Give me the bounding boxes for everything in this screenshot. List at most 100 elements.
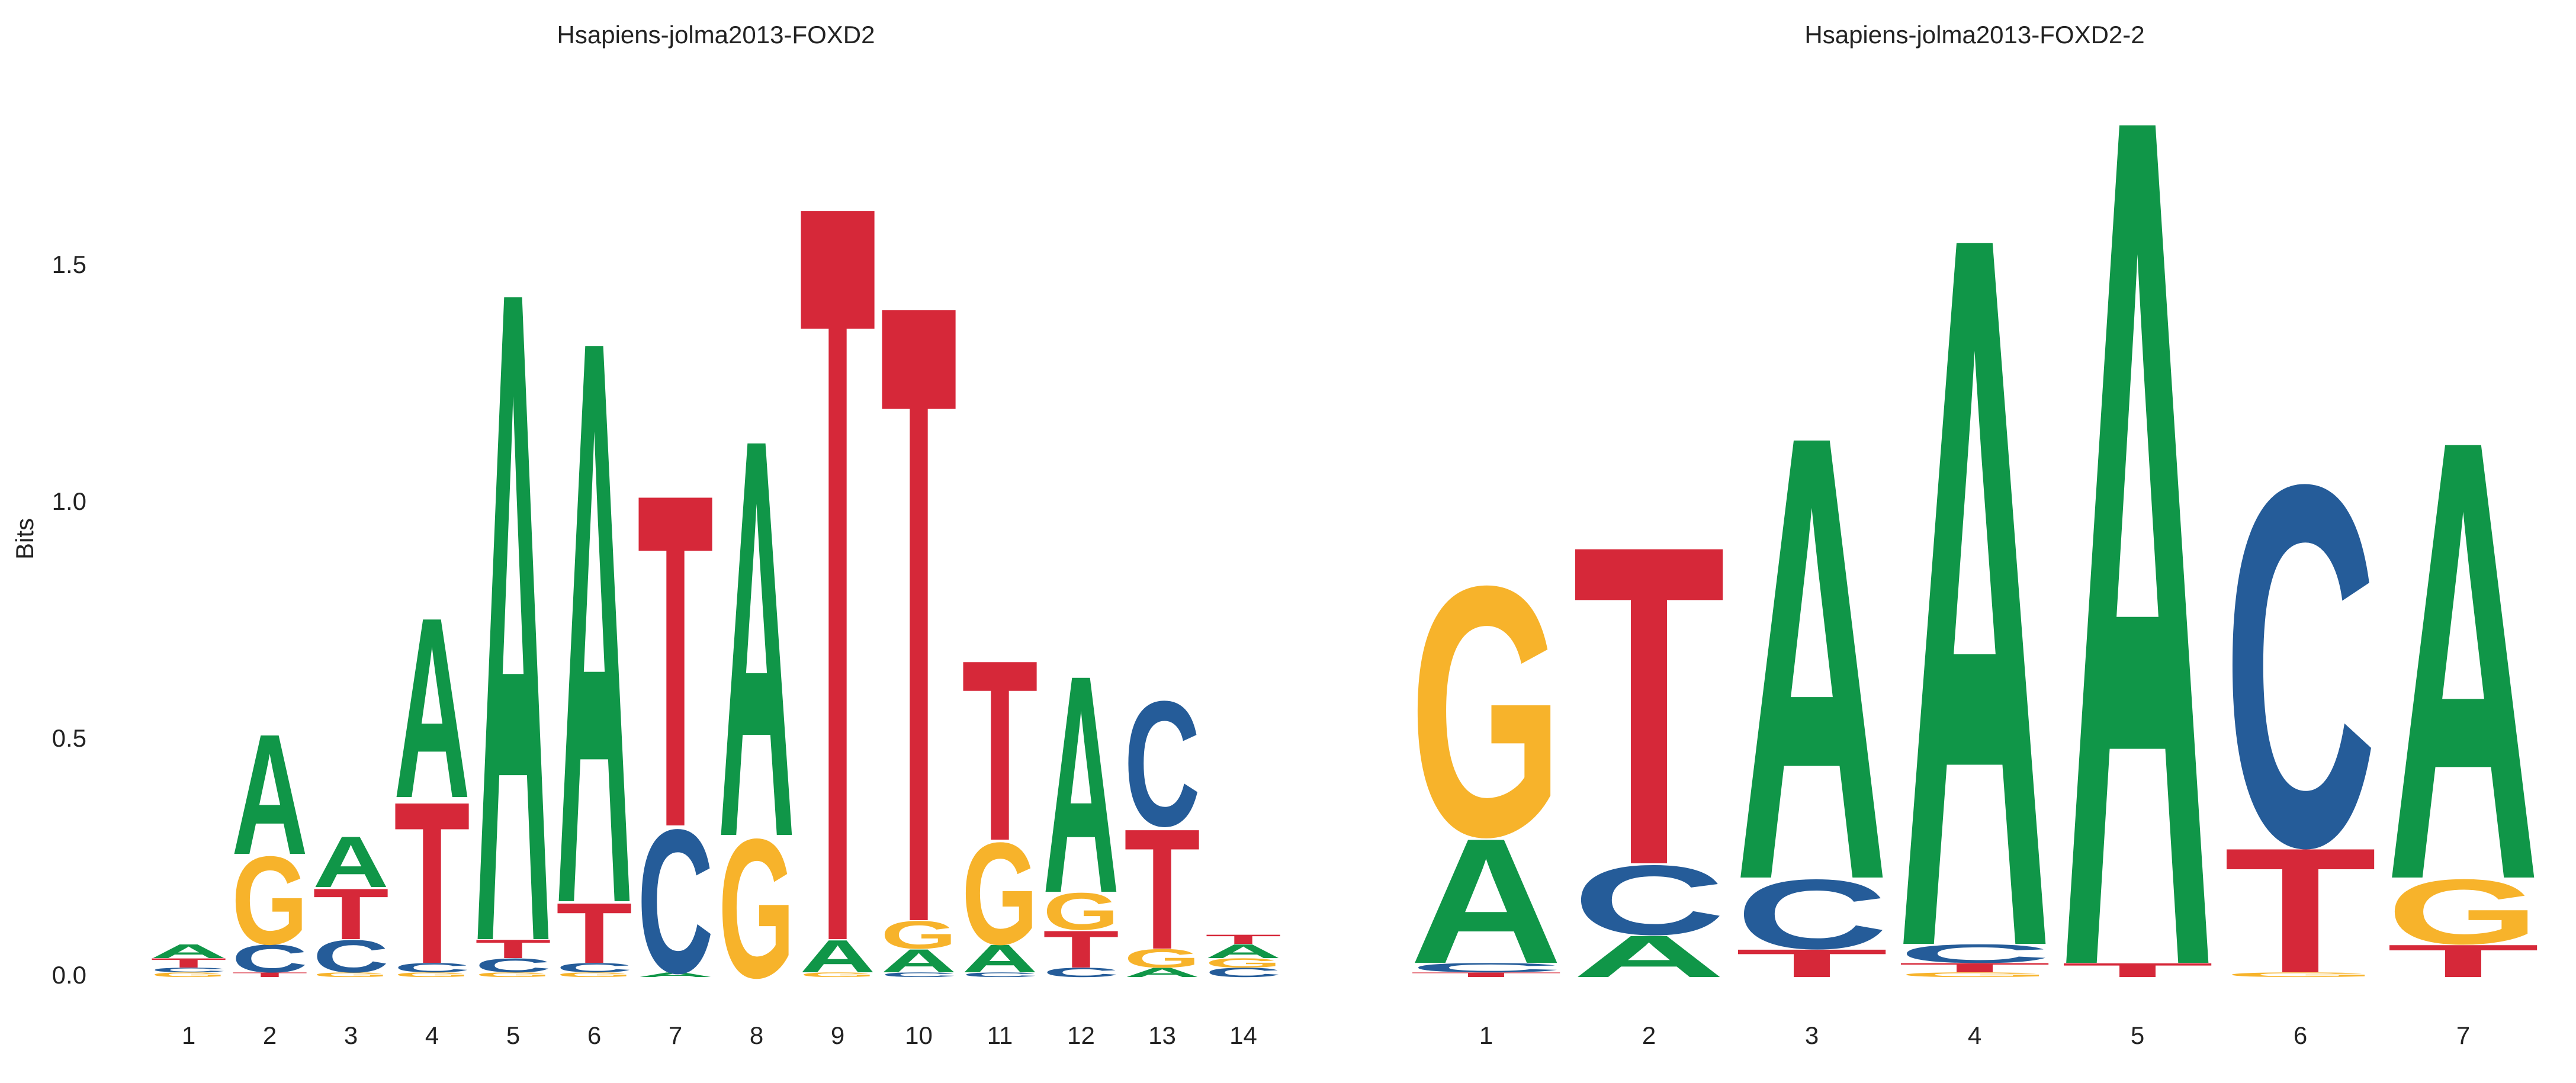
letter: C bbox=[1735, 859, 1888, 970]
letter: C bbox=[637, 787, 714, 1016]
letter: A bbox=[232, 698, 308, 891]
letter: T bbox=[2387, 935, 2540, 987]
letter: G bbox=[313, 971, 389, 979]
x-tick-label: 2 bbox=[1642, 1021, 1656, 1049]
letter: G bbox=[556, 971, 632, 979]
letter: C bbox=[232, 937, 308, 981]
x-tick-label: 10 bbox=[905, 1021, 933, 1049]
letter: G bbox=[2387, 860, 2540, 964]
x-tick-label: 3 bbox=[344, 1021, 358, 1049]
letter: A bbox=[1043, 611, 1119, 958]
letter: C bbox=[881, 971, 957, 979]
letter: G bbox=[962, 812, 1038, 975]
letter: T bbox=[556, 885, 632, 981]
letter: T bbox=[881, 118, 957, 1083]
x-tick-label: 5 bbox=[506, 1021, 520, 1049]
x-tick-label: 6 bbox=[587, 1021, 601, 1049]
letter: T bbox=[1898, 960, 2051, 975]
letter: A bbox=[881, 942, 957, 979]
letter: C bbox=[1124, 664, 1200, 863]
letter: T bbox=[799, 0, 876, 1083]
letter: G bbox=[475, 971, 551, 979]
letter: G bbox=[1124, 944, 1200, 973]
letter: T bbox=[1572, 451, 1726, 961]
x-tick-label: 6 bbox=[2294, 1021, 2307, 1049]
x-tick-label: 1 bbox=[1479, 1021, 1493, 1049]
letter: A bbox=[1409, 802, 1563, 1001]
letter: C bbox=[2224, 377, 2377, 954]
y-tick-label: 0.5 bbox=[52, 724, 86, 752]
letter: C bbox=[150, 966, 227, 974]
x-tick-label: 4 bbox=[1968, 1021, 1981, 1049]
letter: T bbox=[962, 606, 1038, 894]
letter: A bbox=[1898, 21, 2051, 1083]
letter: T bbox=[475, 934, 551, 964]
letter: T bbox=[394, 753, 470, 1013]
letter: A bbox=[1205, 940, 1281, 963]
letter: C bbox=[1409, 960, 1563, 975]
letter: C bbox=[1205, 965, 1281, 980]
x-tick-label: 2 bbox=[263, 1021, 277, 1049]
letter: C bbox=[1572, 844, 1726, 956]
letter: C bbox=[962, 971, 1038, 979]
letter: T bbox=[232, 971, 308, 979]
letter: C bbox=[475, 955, 551, 977]
letter: C bbox=[394, 960, 470, 975]
letter: A bbox=[150, 940, 227, 963]
letter: A bbox=[313, 821, 389, 902]
x-tick-label: 9 bbox=[831, 1021, 844, 1049]
letter: C bbox=[313, 930, 389, 982]
letter: A bbox=[2061, 0, 2214, 1083]
letter: C bbox=[1043, 965, 1119, 980]
letter: G bbox=[2224, 971, 2377, 978]
x-tick-label: 8 bbox=[750, 1021, 763, 1049]
x-tick-label: 7 bbox=[2456, 1021, 2470, 1049]
letter: A bbox=[2387, 310, 2540, 1011]
letter: C bbox=[1898, 939, 2051, 969]
letter: G bbox=[150, 971, 227, 979]
letter: A bbox=[1124, 965, 1200, 980]
y-tick-label: 1.0 bbox=[52, 487, 86, 515]
x-tick-label: 13 bbox=[1148, 1021, 1176, 1049]
letter: T bbox=[637, 394, 714, 927]
chart-title: Hsapiens-jolma2013-FOXD2-2 bbox=[1804, 21, 2144, 49]
x-tick-label: 7 bbox=[669, 1021, 682, 1049]
y-tick-label: 0.0 bbox=[52, 961, 86, 989]
x-tick-label: 5 bbox=[2131, 1021, 2144, 1049]
letter: T bbox=[1124, 793, 1200, 985]
letter: T bbox=[2061, 959, 2214, 981]
y-axis-label: Bits bbox=[11, 518, 38, 560]
letter: T bbox=[1043, 920, 1119, 979]
x-tick-label: 14 bbox=[1229, 1021, 1257, 1049]
chart-title: Hsapiens-jolma2013-FOXD2 bbox=[557, 21, 875, 49]
letter: T bbox=[1409, 971, 1563, 978]
x-tick-label: 4 bbox=[425, 1021, 439, 1049]
letter: G bbox=[1043, 882, 1119, 941]
letter: A bbox=[394, 563, 470, 851]
letter: G bbox=[232, 831, 308, 971]
letter: A bbox=[475, 95, 551, 1083]
letter: A bbox=[1572, 923, 1726, 989]
letter: G bbox=[1205, 956, 1281, 970]
y-tick-label: 1.5 bbox=[52, 250, 86, 278]
letter: T bbox=[313, 873, 389, 955]
letter: T bbox=[1205, 932, 1281, 947]
letter: G bbox=[799, 971, 876, 979]
letter: G bbox=[394, 971, 470, 979]
letter: A bbox=[1735, 303, 1888, 1012]
letter: G bbox=[718, 798, 795, 1019]
letter: A bbox=[799, 930, 876, 982]
x-tick-label: 3 bbox=[1805, 1021, 1819, 1049]
letter: A bbox=[637, 971, 714, 979]
letter: G bbox=[1409, 512, 1563, 911]
letter: A bbox=[962, 937, 1038, 981]
letter: T bbox=[2224, 811, 2377, 1010]
letter: T bbox=[1735, 941, 1888, 986]
letter: G bbox=[1898, 971, 2051, 978]
letter: A bbox=[718, 320, 795, 956]
letter: C bbox=[556, 960, 632, 975]
letter: G bbox=[881, 913, 957, 957]
